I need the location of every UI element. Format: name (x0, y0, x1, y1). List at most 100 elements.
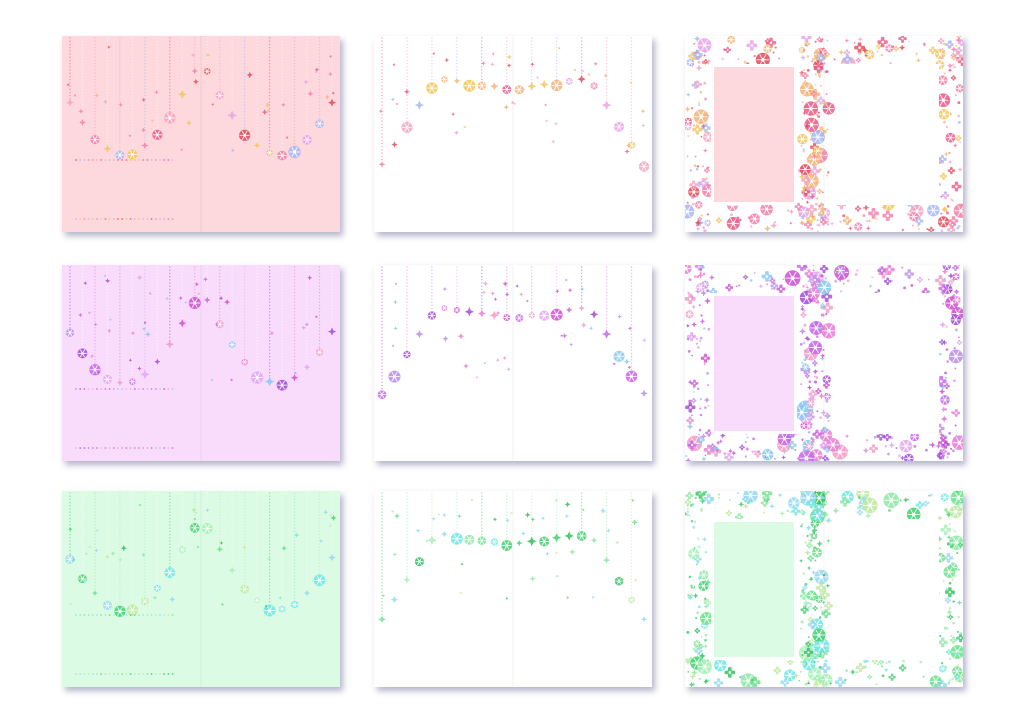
dot (468, 50, 471, 52)
ornament-ball (189, 523, 200, 533)
dot (956, 57, 959, 60)
dot (94, 543, 96, 545)
dot (605, 50, 608, 52)
dot (69, 269, 71, 271)
dot (169, 43, 171, 46)
dot (119, 69, 121, 71)
sparkle-shape (822, 511, 830, 518)
dot (293, 82, 296, 84)
dot (144, 362, 146, 364)
dot (927, 290, 931, 294)
dot (231, 295, 233, 297)
dot (318, 59, 321, 62)
sparkle-shape (506, 54, 512, 60)
ornament-ball (802, 657, 816, 671)
dot (605, 304, 608, 307)
dot (268, 501, 271, 504)
dot (268, 110, 271, 113)
dot (381, 355, 383, 358)
dot (131, 266, 134, 268)
dot (156, 43, 159, 46)
dot (481, 40, 483, 42)
dot (293, 69, 296, 71)
dot (144, 82, 146, 84)
dot (119, 533, 121, 536)
dot (144, 98, 146, 100)
dot (281, 142, 283, 145)
sparkle-shape (685, 511, 688, 517)
dot (81, 549, 84, 552)
dot (696, 227, 700, 231)
dot (256, 498, 258, 501)
dot (393, 304, 396, 307)
dot (943, 72, 946, 75)
dot (393, 75, 396, 78)
dot (493, 78, 495, 81)
dot (219, 514, 221, 517)
dot (81, 327, 84, 329)
dot (938, 352, 942, 356)
dot (81, 272, 84, 275)
cross-flower (794, 202, 803, 211)
dot (206, 43, 208, 46)
dot (281, 333, 283, 335)
dot (169, 527, 171, 529)
dot (568, 62, 570, 65)
dot (906, 212, 910, 216)
dot (618, 508, 620, 510)
dot (268, 320, 271, 323)
dot (281, 501, 283, 504)
sparkle-shape (721, 57, 725, 61)
sparkle-shape (328, 71, 333, 77)
dot (106, 136, 109, 138)
dot (306, 62, 308, 65)
dot (605, 40, 608, 42)
dot (293, 537, 296, 539)
dot (169, 46, 171, 49)
dot (643, 94, 645, 97)
sparkle-shape (818, 326, 823, 331)
dot (630, 495, 633, 497)
dot (406, 543, 408, 545)
ornament-ball (685, 265, 692, 275)
dot (131, 275, 134, 278)
cross-flower (815, 582, 827, 594)
dot (256, 110, 258, 113)
dot (331, 78, 333, 81)
dot (169, 279, 171, 281)
cross-flower (822, 381, 831, 389)
dot (94, 578, 96, 581)
dot (81, 56, 84, 58)
sparkle-shape (242, 545, 247, 550)
dot (592, 596, 595, 599)
ornament-ball (950, 314, 962, 326)
ornament-ball (760, 202, 773, 216)
dot (306, 88, 308, 90)
dot (518, 301, 520, 303)
dot (243, 333, 246, 335)
sparkle-shape (194, 282, 200, 287)
ornament-ball (614, 576, 624, 586)
dot (181, 492, 183, 494)
dot (813, 375, 816, 378)
dot (826, 174, 829, 177)
dot (119, 333, 121, 335)
dot (293, 549, 296, 552)
dot (119, 556, 121, 558)
dot (243, 343, 246, 345)
dot (119, 285, 121, 287)
dot (630, 498, 633, 501)
dot (281, 565, 283, 568)
dot (381, 339, 383, 342)
dot (431, 495, 433, 497)
dot (493, 307, 495, 310)
dot (243, 569, 246, 571)
dot (555, 295, 558, 297)
ornament-ball (784, 270, 801, 286)
card-pink-double-frame (685, 36, 963, 232)
ornament-ball (935, 48, 946, 60)
dot (630, 272, 633, 275)
dot (281, 298, 283, 300)
dot (406, 575, 408, 577)
cross-flower (940, 524, 951, 536)
